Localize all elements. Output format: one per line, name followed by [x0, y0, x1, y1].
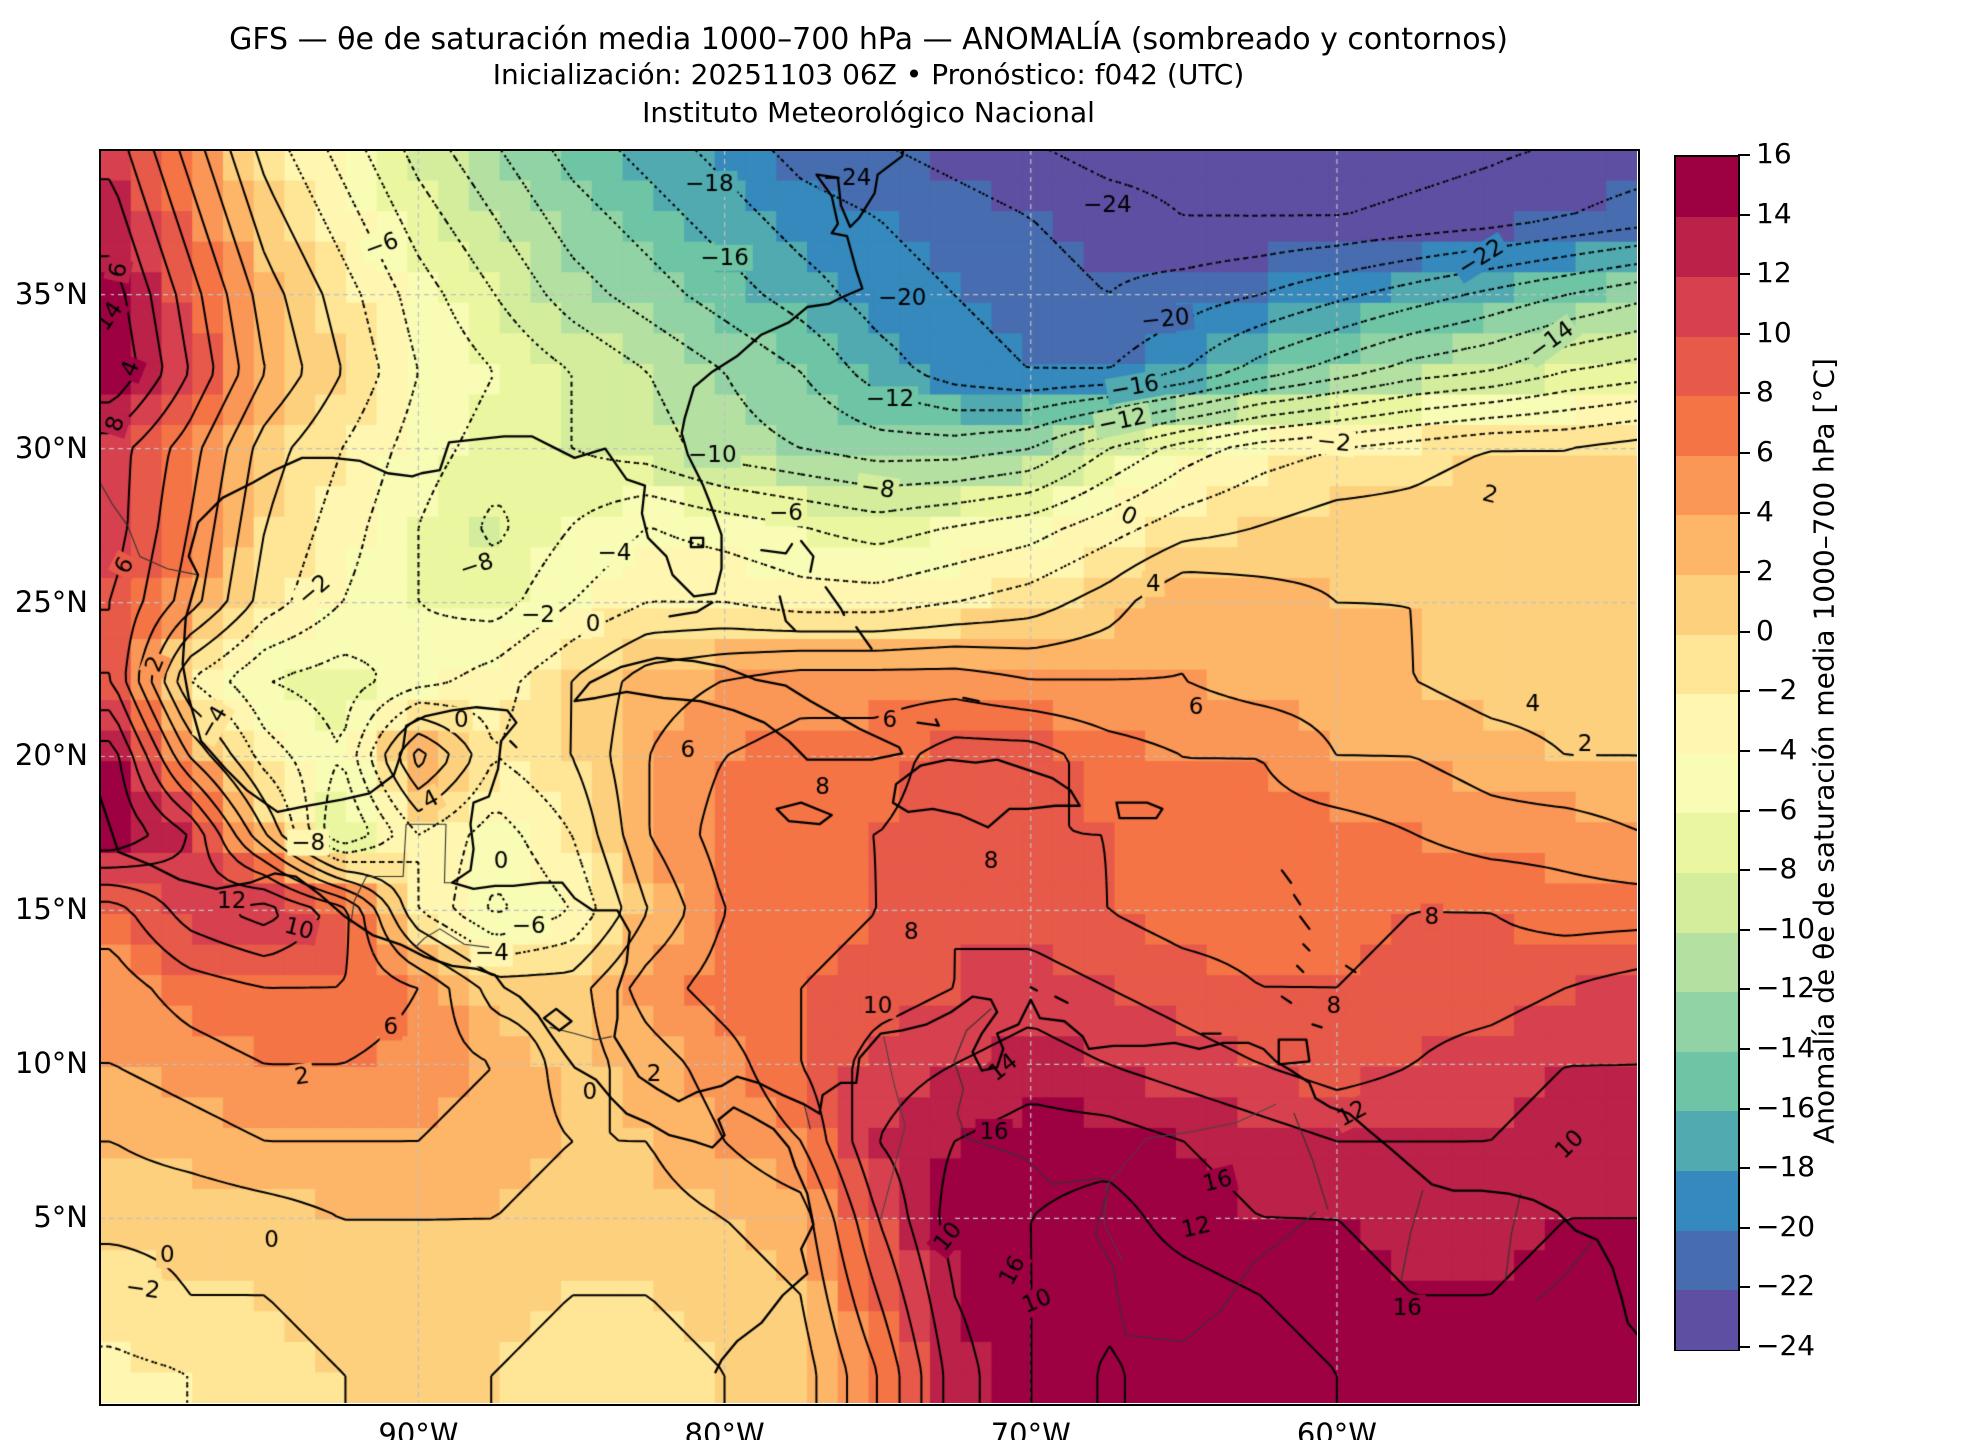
colorbar-segment — [1676, 633, 1738, 695]
colorbar-tick-mark — [1738, 869, 1750, 872]
colorbar-segment — [1676, 812, 1738, 873]
colorbar-tick-mark — [1738, 571, 1750, 574]
colorbar-label: Anomalía de θe de saturación media 1000–… — [1807, 358, 1841, 1144]
colorbar-tick-mark — [1738, 1107, 1750, 1110]
colorbar-tick-label: −18 — [1756, 1150, 1816, 1184]
y-tick-label: 30°N — [14, 430, 88, 465]
colorbar-tick-mark — [1738, 1346, 1750, 1348]
colorbar-segment — [1676, 455, 1738, 516]
colorbar-tick-mark — [1738, 154, 1750, 156]
colorbar-tick-label: −14 — [1756, 1031, 1816, 1064]
colorbar-tick-mark — [1738, 1167, 1750, 1170]
colorbar-tick-mark — [1738, 928, 1750, 931]
colorbar-tick-label: 4 — [1756, 494, 1774, 528]
colorbar-segment — [1676, 514, 1738, 575]
colorbar-segment — [1676, 931, 1738, 993]
colorbar-tick-label: 2 — [1756, 554, 1774, 588]
colorbar-segment — [1676, 1170, 1738, 1231]
colorbar-segment — [1676, 1110, 1738, 1171]
colorbar-tick-label: −2 — [1756, 673, 1798, 707]
colorbar-tick-label: 0 — [1756, 613, 1774, 647]
colorbar-segment — [1676, 693, 1738, 754]
colorbar-tick-label: −22 — [1756, 1269, 1816, 1303]
colorbar-tick-label: −12 — [1756, 971, 1816, 1005]
colorbar-tick-label: 12 — [1756, 256, 1792, 290]
x-tick-label: 60°W — [1296, 1417, 1377, 1440]
colorbar-tick-mark — [1738, 750, 1750, 752]
colorbar-tick-mark — [1738, 690, 1750, 693]
colorbar-tick-label: −20 — [1756, 1209, 1816, 1243]
chart-subtitle-institution: Instituto Meteorológico Nacional — [642, 96, 1095, 129]
colorbar-segment — [1676, 216, 1738, 277]
colorbar-tick-label: −8 — [1756, 852, 1798, 886]
y-tick-label: 35°N — [14, 276, 88, 311]
colorbar-segment — [1676, 1289, 1738, 1350]
colorbar-tick-mark — [1738, 1286, 1750, 1289]
colorbar-tick-label: 10 — [1756, 315, 1792, 349]
colorbar-tick-label: 6 — [1756, 435, 1774, 468]
colorbar-tick-mark — [1738, 988, 1750, 991]
plot-border — [99, 149, 1640, 1406]
colorbar-tick-label: 14 — [1756, 196, 1792, 230]
colorbar-tick-label: −10 — [1756, 911, 1816, 945]
colorbar — [1674, 155, 1740, 1351]
colorbar-tick-label: 16 — [1756, 137, 1792, 170]
colorbar-tick-mark — [1738, 273, 1750, 276]
colorbar-tick-label: 8 — [1756, 375, 1774, 409]
x-tick-label: 80°W — [684, 1417, 765, 1440]
colorbar-segment — [1676, 335, 1738, 397]
y-tick-label: 5°N — [33, 1200, 88, 1235]
y-tick-label: 15°N — [14, 892, 88, 927]
colorbar-tick-label: −16 — [1756, 1090, 1816, 1124]
x-tick-label: 90°W — [378, 1417, 459, 1440]
chart-subtitle-init-forecast: Inicialización: 20251103 06Z • Pronóstic… — [492, 58, 1245, 91]
colorbar-tick-label: −4 — [1756, 733, 1798, 766]
colorbar-segment — [1676, 1051, 1738, 1112]
colorbar-tick-label: −6 — [1756, 792, 1798, 826]
chart-title: GFS — θe de saturación media 1000–700 hP… — [229, 22, 1508, 57]
colorbar-tick-mark — [1738, 392, 1750, 395]
y-tick-label: 10°N — [14, 1046, 88, 1081]
colorbar-segment — [1676, 574, 1738, 635]
colorbar-tick-mark — [1738, 511, 1750, 514]
colorbar-tick-mark — [1738, 452, 1750, 454]
y-tick-label: 20°N — [14, 738, 88, 773]
colorbar-tick-mark — [1738, 630, 1750, 633]
colorbar-tick-mark — [1738, 809, 1750, 812]
colorbar-segment — [1676, 991, 1738, 1052]
colorbar-segment — [1676, 276, 1738, 337]
colorbar-tick-mark — [1738, 1048, 1750, 1050]
colorbar-segment — [1676, 395, 1738, 456]
y-tick-label: 25°N — [14, 584, 88, 619]
colorbar-segment — [1676, 1229, 1738, 1291]
colorbar-tick-label: −24 — [1756, 1329, 1816, 1362]
colorbar-tick-mark — [1738, 332, 1750, 335]
colorbar-segment — [1676, 753, 1738, 814]
colorbar-tick-mark — [1738, 213, 1750, 216]
colorbar-tick-mark — [1738, 1226, 1750, 1229]
map-canvas — [100, 150, 1637, 1403]
colorbar-segment — [1676, 157, 1738, 218]
x-tick-label: 70°W — [990, 1417, 1071, 1440]
colorbar-segment — [1676, 872, 1738, 933]
